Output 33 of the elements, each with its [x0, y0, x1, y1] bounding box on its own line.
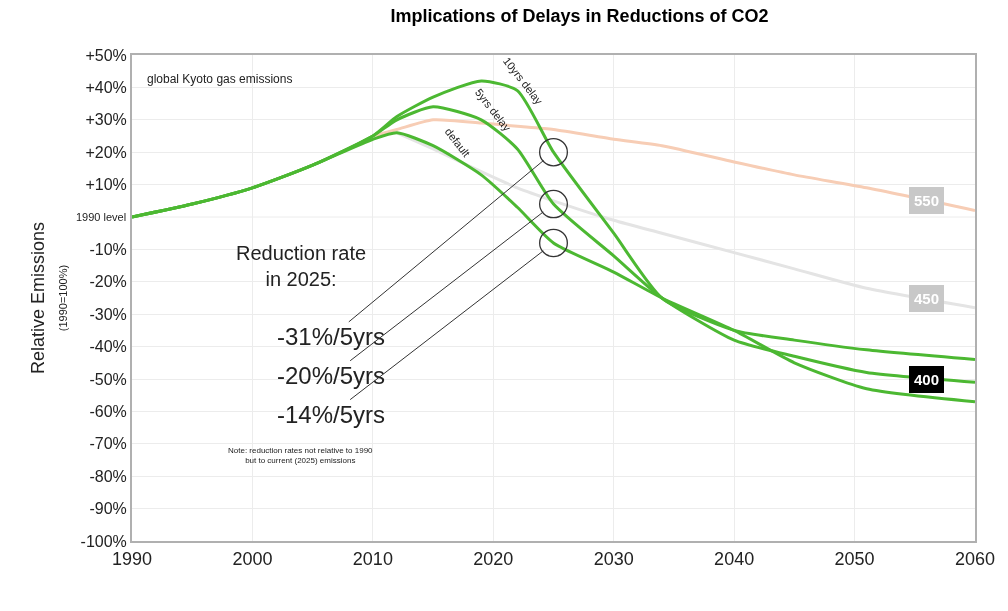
- y-tick-label: +10%: [85, 176, 127, 194]
- annotation: -14%/5yrs: [277, 401, 386, 428]
- y-tick-label: +20%: [85, 143, 127, 161]
- x-tick-label: 1990: [111, 548, 153, 569]
- annotation: 400: [914, 371, 940, 388]
- annotation: -31%/5yrs: [277, 323, 386, 350]
- x-tick-label: 2030: [593, 548, 634, 569]
- x-tick-label: 2020: [473, 548, 514, 569]
- y-tick-label: +30%: [85, 111, 127, 129]
- x-tick-label: 2040: [714, 548, 755, 569]
- x-tick-label: 2050: [834, 548, 875, 569]
- annotation: global Kyoto gas emissions: [147, 72, 293, 86]
- y-tick-label: -80%: [89, 467, 127, 485]
- x-tick-label: 2060: [954, 548, 996, 569]
- chart-title: Implications of Delays in Reductions of CO2: [390, 5, 769, 26]
- x-tick-label: 2010: [352, 548, 393, 569]
- y-tick-label: -30%: [89, 305, 127, 323]
- y-axis-title: Relative Emissions (1990=100%): [27, 221, 70, 375]
- y-tick-label: -70%: [89, 435, 127, 453]
- y-tick-label: -40%: [89, 338, 127, 356]
- y-tick-label: -10%: [89, 241, 127, 258]
- y-tick-label: +40%: [85, 79, 127, 96]
- y-tick-label: -20%: [89, 273, 127, 291]
- ref-line-label: 1990 level: [76, 211, 127, 223]
- y-tick-label: -100%: [80, 532, 127, 550]
- y-tick-label: +50%: [85, 46, 127, 64]
- y-tick-label: -60%: [89, 403, 127, 420]
- annotation: -20%/5yrs: [277, 362, 386, 389]
- annotation: Reduction rate in 2025:: [236, 242, 367, 290]
- annotation: Note: reduction rates not relative to 1990 but to current (2025) emissions: [228, 446, 374, 466]
- y-tick-label: -50%: [89, 370, 127, 388]
- x-tick-label: 2000: [232, 548, 273, 569]
- y-tick-label: -90%: [89, 500, 127, 518]
